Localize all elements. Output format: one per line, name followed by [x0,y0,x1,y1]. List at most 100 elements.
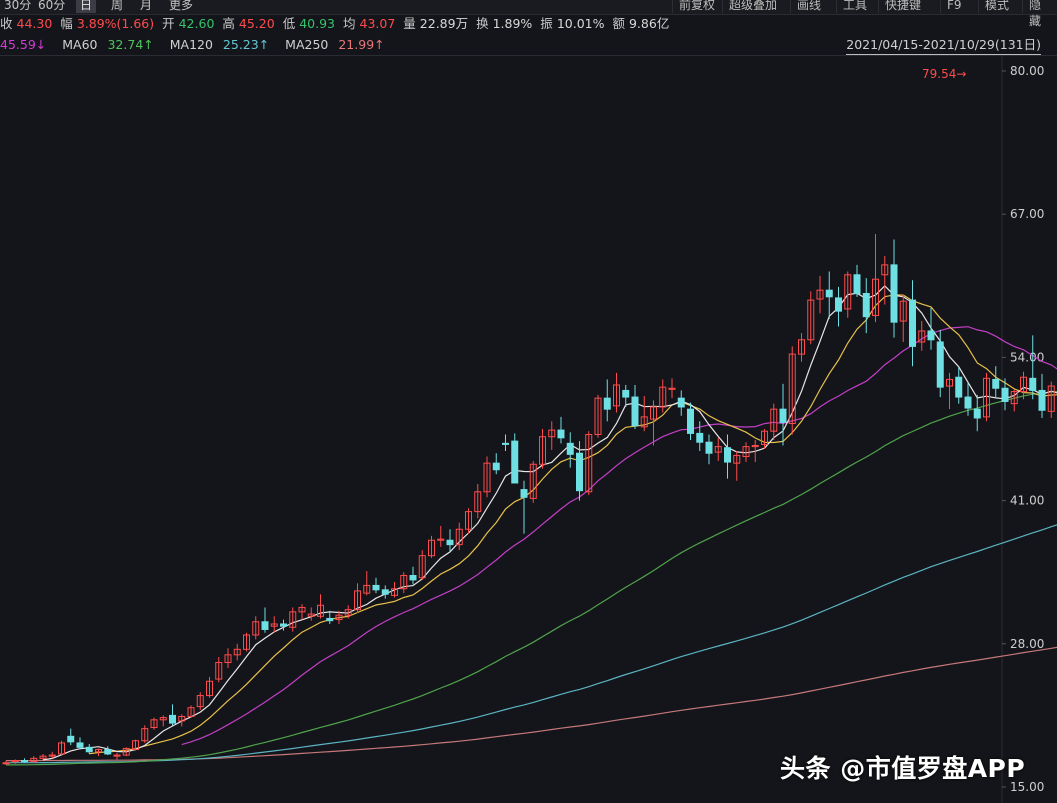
candle-body [946,378,953,387]
candle-body [150,719,158,729]
candle-body [289,611,297,628]
close-label: 收 [0,16,13,31]
candle-body [714,446,722,453]
candle-body [964,396,972,409]
candle-body [261,621,269,630]
candle-body [779,408,787,423]
candle-body [603,397,611,410]
candle-body [95,749,102,753]
period-month[interactable]: 月 [140,0,153,12]
candle-body [187,707,195,718]
period-week[interactable]: 周 [111,0,124,12]
candle-body [955,376,963,398]
candle-body [613,384,620,407]
date-range-selector[interactable]: 2021/04/15-2021/10/29(131日) [846,36,1041,55]
candle-body [576,452,583,492]
candle-body [1038,389,1046,411]
ma250-line [6,646,1057,762]
candle-body [788,353,796,424]
candle-body [909,299,916,347]
candle-body [2,762,10,765]
ma120-value: 25.23↑ [222,37,270,52]
period-more[interactable]: 更多 [169,0,194,12]
max-price-marker: 79.54→ [922,67,966,81]
price-axis-label: 28.00 [1010,637,1044,651]
price-axis-label: 80.00 [1010,64,1044,78]
candle-body [631,396,639,427]
candle-body [585,434,593,493]
avg-value: 43.07 [359,16,396,31]
shortcut-button[interactable]: 快捷键 [878,0,927,13]
turnover-label: 换 [476,16,489,31]
candle-body [622,389,630,398]
candle-body [391,588,398,596]
candle-body [677,397,685,408]
candle-body [483,462,491,493]
candle-body [696,432,704,443]
candle-body [724,447,731,463]
candle-body [122,747,130,756]
candle-body [918,330,926,343]
period-60min[interactable]: 60分 [38,0,66,12]
tools-button[interactable]: 工具 [836,0,873,13]
volume-label: 量 [403,16,416,31]
candle-body [890,264,898,323]
candle-body [816,289,824,300]
candle-body [159,717,167,721]
candle-body [76,742,84,748]
candle-body [400,575,408,590]
ma-legend: 45.59↓ MA60 32.74↑ MA120 25.23↑ MA250 21… [0,36,397,54]
watermark-text: 头条 @市值罗盘APP [780,754,1026,783]
low-value: 40.93 [299,16,335,31]
candle-body [733,454,741,464]
candle-body [687,408,694,434]
candle-body [30,757,38,763]
candle-body [363,584,371,594]
candle-body [196,695,204,708]
candle-body [1047,385,1055,412]
f9-button[interactable]: F9 [940,0,968,13]
candle-body [58,742,65,755]
candle-body [354,590,361,611]
candle-body [594,397,602,436]
ma60-line [6,390,1057,766]
candle-body [113,754,121,757]
ma120-legend: MA120 25.23↑ [170,37,275,52]
candle-body [178,716,186,722]
amount-label: 额 [612,16,625,31]
candle-body [927,330,935,341]
candle-body [973,408,981,419]
quote-bar: 收 44.30 幅 3.89%(1.66) 开 42.60 高 45.20 低 40.93… [0,14,673,34]
overlay-button[interactable]: 超级叠加 [722,0,783,13]
candle-body [409,575,417,581]
candle-body [335,614,343,621]
candle-body [1029,377,1037,391]
candle-body [761,430,768,445]
candle-body [936,341,944,388]
price-axis-label: 41.00 [1010,494,1044,508]
candle-body [215,662,223,680]
candle-body [659,386,667,408]
mode-button[interactable]: 模式 [978,0,1015,13]
draw-line-button[interactable]: 画线 [790,0,827,13]
ma5-line [42,284,1057,761]
high-label: 高 [222,16,235,31]
candle-body [1010,391,1018,405]
candle-body [770,408,778,432]
period-30min[interactable]: 30分 [4,0,32,12]
ma120-line [5,524,1057,764]
open-label: 开 [162,16,175,31]
adjust-button[interactable]: 前复权 [672,0,721,13]
ma60-label: MA60 [62,37,98,52]
candle-body [992,378,1000,389]
ma60-value: 32.74↑ [107,37,154,52]
ma250-legend: MA250 21.99↑ [285,37,390,52]
candle-body [520,489,528,498]
candle-body [344,609,352,616]
candle-body [650,406,657,420]
period-day[interactable]: 日 [76,0,97,13]
hide-button[interactable]: 隐藏 [1022,0,1057,28]
candle-body [48,754,56,757]
